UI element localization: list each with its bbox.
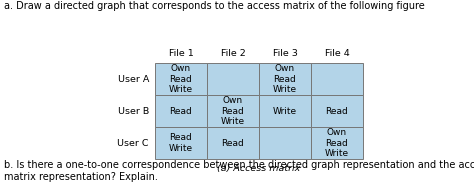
Text: User A: User A bbox=[118, 74, 149, 84]
Text: Write: Write bbox=[273, 107, 297, 115]
Text: File 1: File 1 bbox=[169, 49, 193, 58]
Bar bbox=[155, 63, 207, 95]
Bar bbox=[311, 95, 363, 127]
Bar bbox=[259, 95, 311, 127]
Text: User B: User B bbox=[118, 107, 149, 115]
Text: Own
Read
Write: Own Read Write bbox=[273, 64, 297, 94]
Text: File 3: File 3 bbox=[273, 49, 298, 58]
Bar bbox=[311, 127, 363, 159]
Text: a. Draw a directed graph that corresponds to the access matrix of the following : a. Draw a directed graph that correspond… bbox=[4, 1, 425, 11]
Bar bbox=[311, 63, 363, 95]
Text: Read: Read bbox=[326, 107, 348, 115]
Bar bbox=[155, 127, 207, 159]
Bar bbox=[259, 127, 311, 159]
Text: Own
Read
Write: Own Read Write bbox=[221, 96, 245, 126]
Bar bbox=[207, 63, 259, 95]
Text: b. Is there a one-to-one correspondence between the directed graph representatio: b. Is there a one-to-one correspondence … bbox=[4, 160, 474, 182]
Text: Read: Read bbox=[170, 107, 192, 115]
Bar bbox=[259, 63, 311, 95]
Text: Read
Write: Read Write bbox=[169, 133, 193, 153]
Text: Read: Read bbox=[222, 139, 245, 147]
Text: File 2: File 2 bbox=[220, 49, 246, 58]
Text: User C: User C bbox=[118, 139, 149, 147]
Text: Own
Read
Write: Own Read Write bbox=[325, 128, 349, 158]
Bar bbox=[207, 127, 259, 159]
Bar bbox=[155, 95, 207, 127]
Text: File 4: File 4 bbox=[325, 49, 349, 58]
Text: (a) Access matrix: (a) Access matrix bbox=[218, 164, 301, 173]
Bar bbox=[207, 95, 259, 127]
Text: Own
Read
Write: Own Read Write bbox=[169, 64, 193, 94]
